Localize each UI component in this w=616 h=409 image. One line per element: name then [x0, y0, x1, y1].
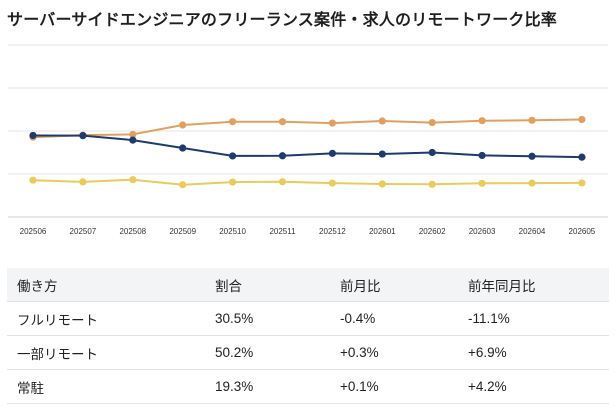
data-point [129, 136, 137, 144]
data-point [179, 121, 187, 129]
series-1 [29, 131, 586, 161]
gridlines [8, 44, 608, 218]
data-point [478, 117, 486, 125]
data-point [79, 178, 87, 186]
data-point [428, 118, 436, 127]
data-point [378, 180, 386, 188]
x-tick-label: 202509 [169, 227, 196, 236]
data-point [278, 178, 287, 186]
work-style-table: 働き方 割合 前月比 前年同月比 フルリモート 30.5% -0.4% -11.… [7, 268, 609, 404]
table-row: 常駐 19.3% +0.1% +4.2% [7, 369, 609, 404]
series-0 [29, 115, 586, 141]
chart-title: サーバーサイドエンジニアのフリーランス案件・求人のリモートワーク比率 [7, 10, 558, 29]
data-point [528, 152, 536, 160]
cell-work-style: フルリモート [7, 301, 205, 336]
series-layer [29, 115, 586, 189]
cell-work-style: 常駐 [7, 369, 205, 404]
cell-month-over-month: -0.4% [330, 301, 458, 336]
header-ratio: 割合 [205, 268, 330, 302]
data-point [229, 118, 237, 126]
data-point [428, 148, 436, 157]
data-point [229, 178, 237, 186]
cell-ratio: 19.3% [205, 369, 330, 404]
cell-year-over-year: +4.2% [458, 369, 609, 404]
data-point [129, 130, 137, 139]
table-row: 一部リモート 50.2% +0.3% +6.9% [7, 335, 609, 370]
data-point [278, 152, 287, 160]
series-2 [29, 176, 586, 189]
data-point [328, 119, 336, 127]
series-line [32, 134, 582, 159]
data-point [528, 179, 536, 187]
header-year-over-year: 前年同月比 [458, 268, 609, 302]
x-tick-label: 202511 [269, 227, 296, 236]
cell-ratio: 30.5% [205, 301, 330, 336]
data-point [278, 118, 287, 126]
table-header-row: 働き方 割合 前月比 前年同月比 [7, 268, 609, 302]
data-point [528, 116, 536, 124]
x-tick-label: 202604 [519, 227, 546, 236]
x-tick-label: 202508 [119, 227, 146, 236]
cell-month-over-month: +0.1% [330, 369, 458, 404]
cell-work-style: 一部リモート [7, 335, 205, 370]
data-point [578, 115, 586, 124]
data-point [578, 179, 586, 187]
data-point [179, 144, 187, 152]
data-point [328, 179, 336, 187]
data-point [29, 131, 37, 140]
cell-year-over-year: -11.1% [458, 301, 609, 336]
x-tick-label: 202506 [20, 227, 47, 236]
data-point [328, 149, 336, 157]
x-tick-label: 202601 [369, 227, 396, 236]
data-point [29, 176, 37, 184]
x-tick-label: 202507 [70, 227, 97, 236]
data-point [578, 153, 586, 161]
data-point [378, 117, 386, 125]
data-point [129, 176, 137, 184]
data-point [179, 181, 187, 189]
x-tick-label: 202510 [219, 227, 246, 236]
data-point [428, 180, 436, 188]
header-work-style: 働き方 [7, 268, 205, 302]
cell-ratio: 50.2% [205, 335, 330, 370]
data-point [478, 179, 486, 187]
series-line [32, 178, 582, 186]
data-point [79, 132, 87, 140]
data-point [478, 151, 486, 160]
data-point [378, 150, 386, 158]
x-tick-label: 202602 [419, 227, 446, 236]
x-tick-label: 202605 [569, 227, 596, 236]
table-row: フルリモート 30.5% -0.4% -11.1% [7, 301, 609, 336]
cell-year-over-year: +6.9% [458, 335, 609, 370]
cell-month-over-month: +0.3% [330, 335, 458, 370]
line-chart: 202506 202507 202508 202509 202510 202511 2025… [8, 44, 608, 236]
series-line [32, 118, 582, 139]
x-tick-label: 202603 [469, 227, 496, 236]
header-month-over-month: 前月比 [330, 268, 458, 302]
x-axis-ticks: 202506 202507 202508 202509 202510 202511 2025… [20, 227, 596, 236]
x-tick-label: 202512 [319, 227, 346, 236]
data-point [229, 152, 237, 160]
